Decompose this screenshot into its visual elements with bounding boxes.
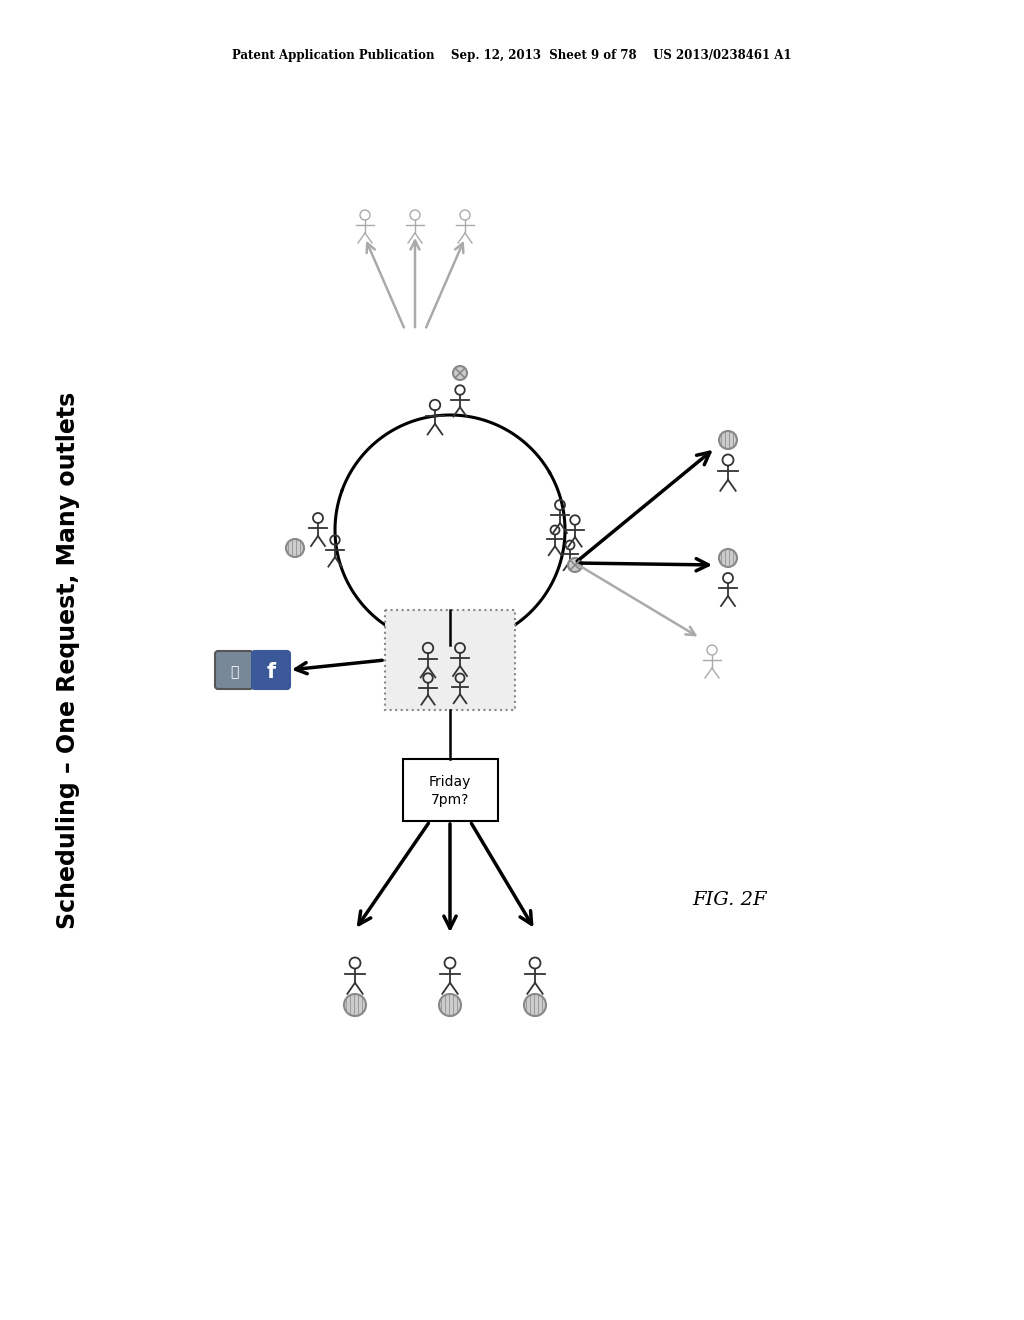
FancyBboxPatch shape — [215, 651, 253, 689]
FancyBboxPatch shape — [252, 651, 290, 689]
Text: 7pm?: 7pm? — [431, 793, 469, 807]
Text: Scheduling – One Request, Many outlets: Scheduling – One Request, Many outlets — [56, 391, 80, 929]
Circle shape — [719, 432, 737, 449]
Text: ⮕: ⮕ — [229, 665, 239, 678]
Circle shape — [286, 539, 304, 557]
FancyBboxPatch shape — [385, 610, 515, 710]
Circle shape — [453, 366, 467, 380]
Text: f: f — [266, 663, 275, 682]
Text: Patent Application Publication    Sep. 12, 2013  Sheet 9 of 78    US 2013/023846: Patent Application Publication Sep. 12, … — [232, 49, 792, 62]
Circle shape — [344, 994, 366, 1016]
Circle shape — [568, 558, 582, 572]
Text: FIG. 2F: FIG. 2F — [693, 891, 767, 909]
Circle shape — [439, 994, 461, 1016]
Text: Friday: Friday — [429, 775, 471, 789]
Circle shape — [719, 549, 737, 568]
FancyBboxPatch shape — [402, 759, 498, 821]
Circle shape — [524, 994, 546, 1016]
